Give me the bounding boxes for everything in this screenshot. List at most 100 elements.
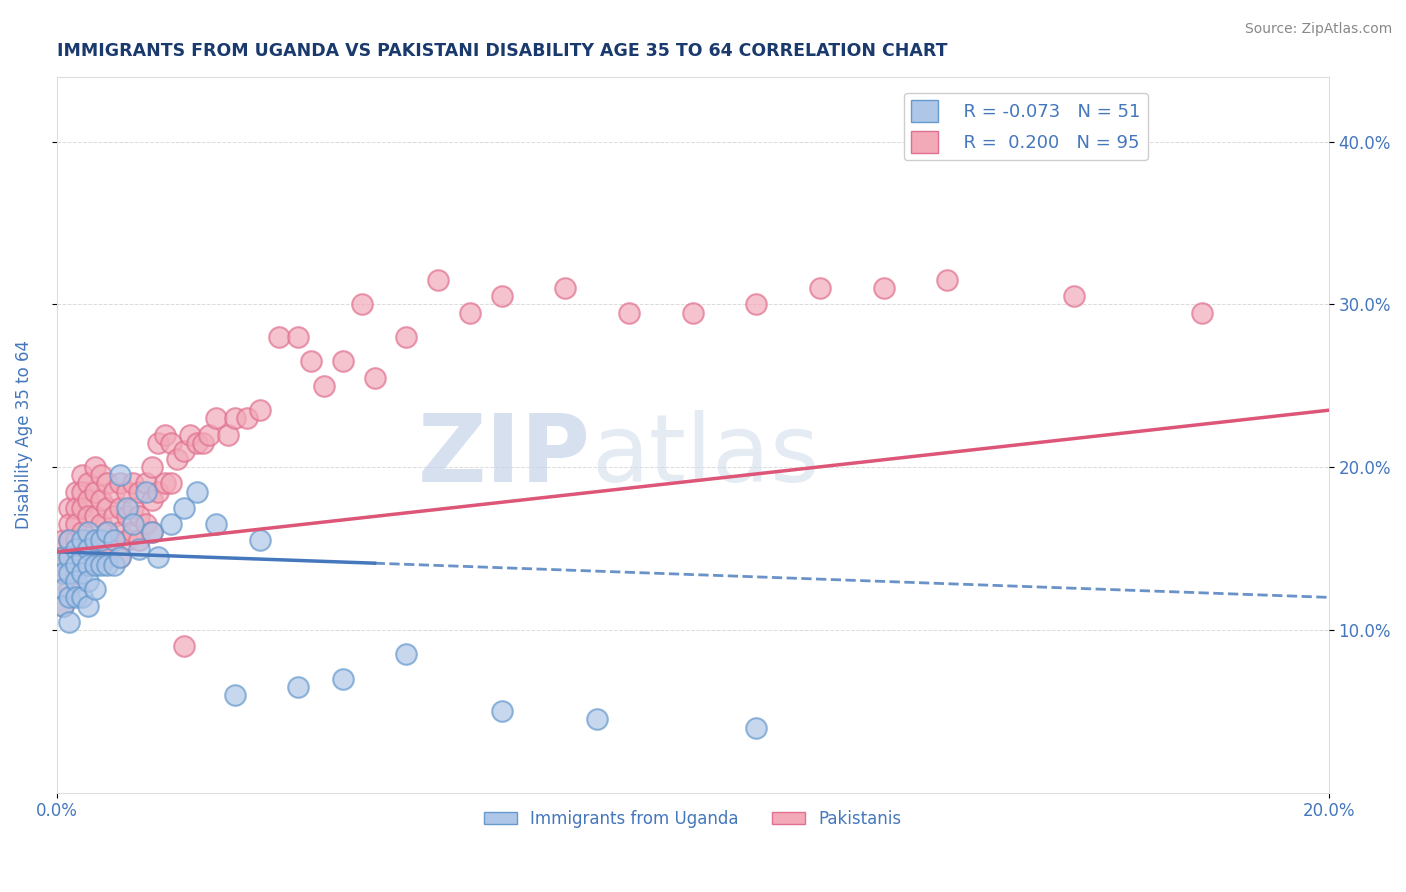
Point bbox=[70, 468, 93, 483]
Point bbox=[103, 533, 125, 548]
Point bbox=[115, 484, 138, 499]
Point bbox=[77, 508, 100, 523]
Point bbox=[128, 484, 150, 499]
Point bbox=[58, 591, 80, 605]
Point bbox=[83, 460, 105, 475]
Point bbox=[395, 648, 418, 662]
Point bbox=[141, 525, 163, 540]
Point bbox=[52, 566, 75, 580]
Point bbox=[52, 566, 75, 580]
Point bbox=[332, 672, 354, 686]
Point bbox=[110, 549, 132, 564]
Text: ZIP: ZIP bbox=[418, 410, 591, 502]
Point bbox=[103, 558, 125, 572]
Point bbox=[58, 533, 80, 548]
Point bbox=[617, 305, 640, 319]
Point bbox=[427, 273, 450, 287]
Point bbox=[96, 525, 118, 540]
Y-axis label: Disability Age 35 to 64: Disability Age 35 to 64 bbox=[15, 340, 32, 529]
Point bbox=[90, 517, 112, 532]
Point bbox=[90, 541, 112, 556]
Point bbox=[148, 435, 170, 450]
Point bbox=[173, 500, 195, 515]
Point bbox=[58, 582, 80, 597]
Point bbox=[491, 289, 513, 303]
Point bbox=[173, 639, 195, 653]
Point bbox=[70, 525, 93, 540]
Point bbox=[1191, 305, 1213, 319]
Point bbox=[110, 476, 132, 491]
Point bbox=[83, 508, 105, 523]
Point bbox=[103, 484, 125, 499]
Point bbox=[299, 354, 322, 368]
Point bbox=[350, 297, 373, 311]
Point bbox=[122, 517, 145, 532]
Point bbox=[77, 558, 100, 572]
Point bbox=[65, 541, 87, 556]
Point bbox=[110, 549, 132, 564]
Point bbox=[269, 330, 291, 344]
Point bbox=[70, 566, 93, 580]
Point bbox=[90, 492, 112, 507]
Point bbox=[872, 281, 894, 295]
Point bbox=[65, 566, 87, 580]
Point bbox=[745, 721, 768, 735]
Point bbox=[65, 517, 87, 532]
Point bbox=[122, 476, 145, 491]
Point bbox=[90, 533, 112, 548]
Point bbox=[110, 500, 132, 515]
Point bbox=[115, 533, 138, 548]
Point bbox=[363, 370, 385, 384]
Point bbox=[179, 427, 201, 442]
Point bbox=[160, 517, 183, 532]
Point bbox=[160, 435, 183, 450]
Point bbox=[287, 680, 309, 694]
Point bbox=[128, 508, 150, 523]
Point bbox=[58, 566, 80, 580]
Point bbox=[745, 297, 768, 311]
Point bbox=[96, 549, 118, 564]
Point bbox=[70, 591, 93, 605]
Point bbox=[70, 549, 93, 564]
Point bbox=[65, 591, 87, 605]
Point bbox=[103, 508, 125, 523]
Point bbox=[52, 582, 75, 597]
Point bbox=[77, 558, 100, 572]
Point bbox=[148, 549, 170, 564]
Point bbox=[186, 484, 208, 499]
Point bbox=[96, 558, 118, 572]
Point bbox=[77, 533, 100, 548]
Point bbox=[458, 305, 481, 319]
Point bbox=[83, 558, 105, 572]
Point bbox=[160, 476, 183, 491]
Point bbox=[90, 558, 112, 572]
Point bbox=[83, 582, 105, 597]
Point bbox=[110, 468, 132, 483]
Point bbox=[70, 558, 93, 572]
Point bbox=[141, 460, 163, 475]
Point bbox=[65, 484, 87, 499]
Point bbox=[153, 476, 176, 491]
Point bbox=[586, 713, 609, 727]
Point bbox=[173, 443, 195, 458]
Point bbox=[122, 500, 145, 515]
Point bbox=[236, 411, 259, 425]
Point bbox=[682, 305, 704, 319]
Point bbox=[166, 452, 188, 467]
Point bbox=[77, 599, 100, 613]
Point bbox=[65, 500, 87, 515]
Point bbox=[96, 476, 118, 491]
Point bbox=[58, 533, 80, 548]
Point bbox=[52, 599, 75, 613]
Point bbox=[96, 500, 118, 515]
Point bbox=[153, 427, 176, 442]
Point bbox=[70, 500, 93, 515]
Point bbox=[58, 549, 80, 564]
Point bbox=[135, 484, 157, 499]
Point bbox=[52, 599, 75, 613]
Point bbox=[554, 281, 576, 295]
Point bbox=[217, 427, 239, 442]
Point bbox=[58, 615, 80, 629]
Point bbox=[52, 533, 75, 548]
Text: IMMIGRANTS FROM UGANDA VS PAKISTANI DISABILITY AGE 35 TO 64 CORRELATION CHART: IMMIGRANTS FROM UGANDA VS PAKISTANI DISA… bbox=[56, 42, 948, 60]
